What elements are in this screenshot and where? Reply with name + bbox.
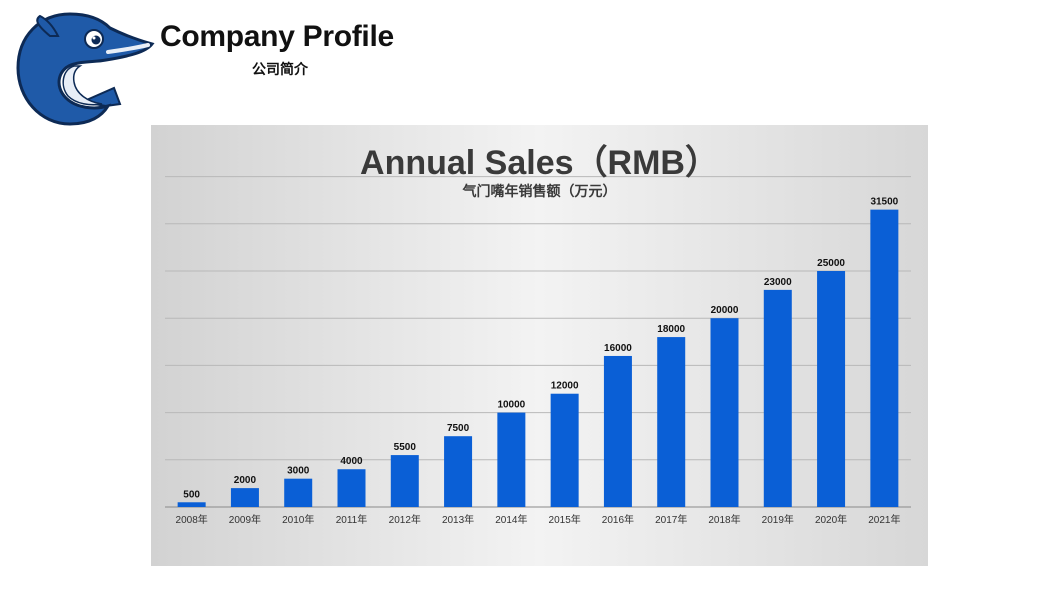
x-tick-label: 2009年 bbox=[229, 513, 261, 526]
bar-2012年 bbox=[390, 455, 419, 507]
bar-2009年 bbox=[230, 488, 259, 507]
data-label: 20000 bbox=[711, 305, 739, 316]
data-label: 500 bbox=[183, 489, 200, 500]
data-label: 10000 bbox=[497, 400, 525, 411]
dolphin-logo-icon bbox=[16, 12, 155, 126]
bar-2021年 bbox=[870, 209, 899, 507]
x-tick-label: 2016年 bbox=[602, 513, 634, 526]
x-tick-label: 2008年 bbox=[176, 513, 208, 526]
sales-bar-chart: 500 2008年 2000 2009年 3000 2010年 4000 2011年 5500 2… bbox=[165, 176, 911, 526]
data-label: 12000 bbox=[551, 381, 579, 392]
x-tick-label: 2015年 bbox=[549, 513, 581, 526]
bar-2016年 bbox=[603, 355, 632, 507]
data-label: 23000 bbox=[764, 277, 792, 288]
bar-2019年 bbox=[763, 289, 792, 507]
x-tick-label: 2017年 bbox=[655, 513, 687, 526]
page-subtitle: 公司简介 bbox=[252, 61, 308, 77]
bar-2011年 bbox=[337, 469, 366, 507]
data-label: 18000 bbox=[657, 324, 685, 335]
bar-2015年 bbox=[550, 393, 579, 507]
x-tick-label: 2011年 bbox=[336, 513, 368, 526]
x-tick-label: 2010年 bbox=[282, 513, 314, 526]
bar-2020年 bbox=[817, 271, 846, 507]
bar-2010年 bbox=[284, 478, 313, 507]
data-label: 2000 bbox=[234, 475, 257, 486]
x-tick-label: 2012年 bbox=[389, 513, 421, 526]
bar-2017年 bbox=[657, 337, 686, 507]
x-tick-label: 2018年 bbox=[708, 513, 740, 526]
data-label: 25000 bbox=[817, 258, 845, 269]
data-label: 31500 bbox=[870, 197, 898, 208]
x-tick-label: 2014年 bbox=[495, 513, 527, 526]
page-title: Company Profile bbox=[160, 20, 394, 53]
chart-title: Annual Sales（RMB） bbox=[360, 144, 719, 182]
data-label: 3000 bbox=[287, 466, 310, 477]
bar-2013年 bbox=[444, 436, 473, 507]
data-label: 4000 bbox=[340, 456, 363, 467]
bar-2008年 bbox=[177, 502, 206, 507]
data-label: 16000 bbox=[604, 343, 632, 354]
chart-subtitle: 气门嘴年销售额（万元） bbox=[462, 183, 617, 199]
x-tick-label: 2021年 bbox=[868, 513, 900, 526]
bar-2018年 bbox=[710, 318, 739, 507]
data-label: 7500 bbox=[447, 423, 470, 434]
bar-2014年 bbox=[497, 412, 526, 507]
data-label: 5500 bbox=[394, 442, 417, 453]
x-tick-label: 2019年 bbox=[762, 513, 794, 526]
x-tick-label: 2020年 bbox=[815, 513, 847, 526]
chart-panel: 500 2008年 2000 2009年 3000 2010年 4000 2011年 5500 2… bbox=[151, 125, 928, 566]
x-tick-label: 2013年 bbox=[442, 513, 474, 526]
